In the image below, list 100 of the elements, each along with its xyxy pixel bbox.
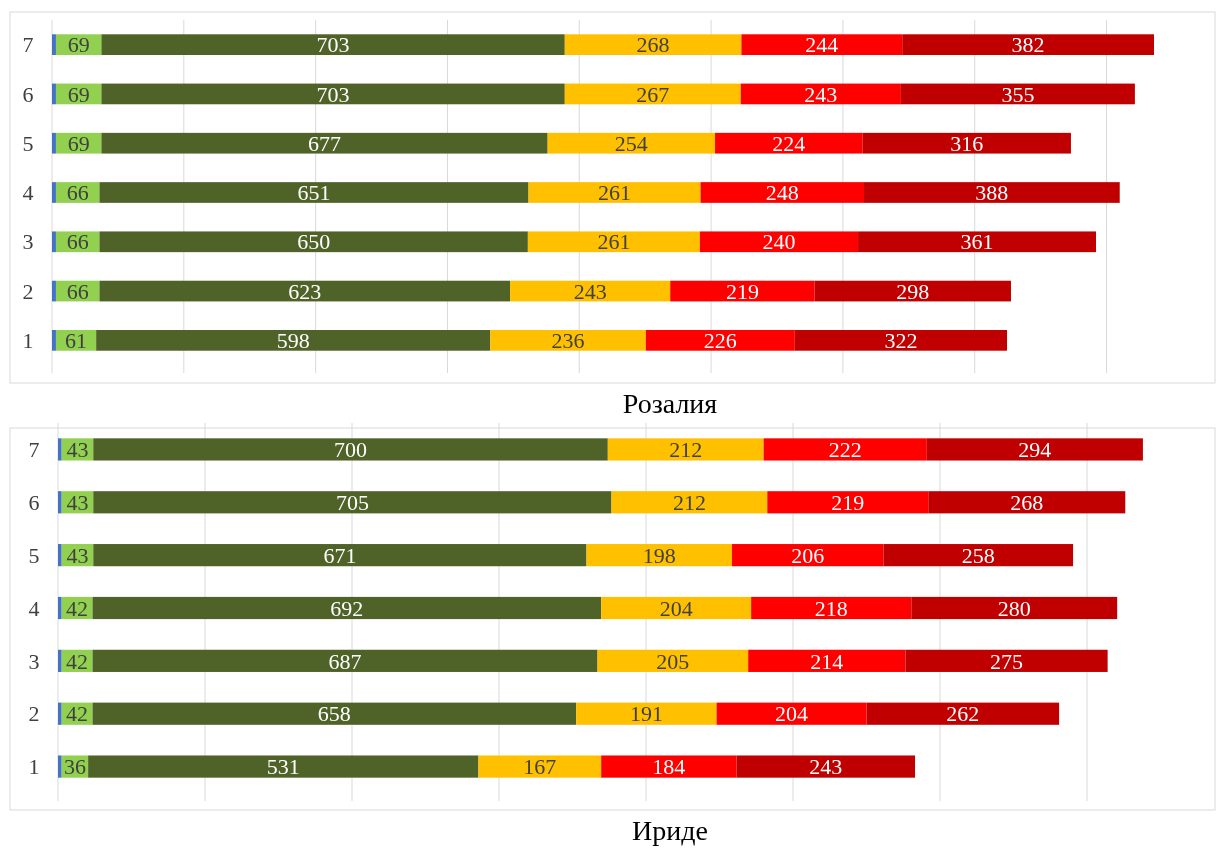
data-label: 243 xyxy=(804,81,838,107)
bar xyxy=(527,231,700,253)
data-label: 236 xyxy=(551,328,585,354)
data-label: 42 xyxy=(66,701,89,727)
bar xyxy=(564,34,742,55)
y-tick-label: 4 xyxy=(22,180,34,206)
bar xyxy=(58,491,62,514)
data-label: 69 xyxy=(67,130,90,156)
bar xyxy=(645,330,795,351)
data-label: 703 xyxy=(316,81,350,107)
data-label: 226 xyxy=(703,328,737,354)
data-label: 623 xyxy=(288,278,322,304)
data-label: 268 xyxy=(636,32,670,58)
data-label: 298 xyxy=(896,278,930,304)
data-label: 206 xyxy=(791,542,825,568)
y-tick-label: 2 xyxy=(28,701,40,727)
bar xyxy=(814,280,1011,302)
y-tick-label: 4 xyxy=(28,595,40,621)
data-label: 184 xyxy=(652,754,686,780)
bar xyxy=(52,83,56,105)
y-tick-label: 6 xyxy=(22,81,34,107)
data-label: 204 xyxy=(659,595,693,621)
bar xyxy=(58,596,62,620)
y-tick-label: 6 xyxy=(28,489,40,515)
data-label: 294 xyxy=(1018,437,1052,463)
bar xyxy=(700,182,864,203)
bar xyxy=(748,649,906,672)
data-label: 254 xyxy=(614,130,648,156)
data-label: 598 xyxy=(276,328,310,354)
data-label: 66 xyxy=(66,229,89,255)
data-label: 204 xyxy=(775,701,809,727)
data-label: 240 xyxy=(762,229,796,255)
bar xyxy=(607,438,764,461)
data-label: 267 xyxy=(636,81,670,107)
bar xyxy=(576,702,717,725)
bar xyxy=(564,83,741,105)
bar xyxy=(601,596,752,620)
bar xyxy=(601,755,737,778)
bar xyxy=(866,702,1060,725)
bar xyxy=(741,34,903,55)
y-tick-label: 7 xyxy=(28,437,40,463)
bar xyxy=(715,132,863,154)
data-label: 205 xyxy=(656,648,690,674)
data-label: 214 xyxy=(810,648,844,674)
data-label: 275 xyxy=(990,648,1024,674)
data-label: 191 xyxy=(629,701,663,727)
bar xyxy=(58,438,62,461)
data-label: 43 xyxy=(66,437,89,463)
bar xyxy=(99,182,529,203)
bar xyxy=(716,702,867,725)
data-label: 42 xyxy=(66,648,89,674)
bar xyxy=(670,280,815,302)
data-label: 66 xyxy=(66,278,89,304)
bar xyxy=(528,182,701,203)
data-label: 705 xyxy=(335,489,369,515)
bar xyxy=(490,330,646,351)
bar xyxy=(858,231,1096,253)
bar xyxy=(92,596,602,620)
bar xyxy=(93,491,612,514)
bar xyxy=(88,755,479,778)
data-label: 355 xyxy=(1001,81,1035,107)
bar xyxy=(732,544,884,567)
data-label: 700 xyxy=(334,437,368,463)
bar xyxy=(902,34,1154,55)
data-label: 69 xyxy=(67,81,90,107)
y-tick-label: 2 xyxy=(22,278,34,304)
data-label: 212 xyxy=(672,489,706,515)
data-label: 36 xyxy=(63,754,86,780)
data-label: 388 xyxy=(975,180,1009,206)
bar xyxy=(911,596,1118,620)
bar xyxy=(101,132,548,154)
bar xyxy=(93,544,587,567)
bar xyxy=(52,231,56,253)
bar xyxy=(547,132,716,154)
data-label: 66 xyxy=(66,180,89,206)
bar xyxy=(58,544,62,567)
bar xyxy=(928,491,1126,514)
data-label: 650 xyxy=(297,229,331,255)
data-label: 651 xyxy=(297,180,331,206)
data-label: 167 xyxy=(523,754,557,780)
y-tick-label: 1 xyxy=(28,754,40,780)
data-label: 42 xyxy=(66,595,89,621)
data-label: 687 xyxy=(328,648,362,674)
data-label: 322 xyxy=(884,328,918,354)
bar xyxy=(900,83,1135,105)
bar xyxy=(699,231,859,253)
bar xyxy=(58,702,62,725)
data-label: 677 xyxy=(308,130,342,156)
y-tick-label: 3 xyxy=(22,229,34,255)
bar xyxy=(99,280,511,302)
bar xyxy=(767,491,929,514)
bar xyxy=(736,755,916,778)
bar xyxy=(92,702,577,725)
bar xyxy=(586,544,733,567)
data-label: 258 xyxy=(961,542,995,568)
bar xyxy=(52,182,56,203)
bar xyxy=(862,132,1071,154)
bar xyxy=(52,330,56,351)
bar xyxy=(92,649,598,672)
bar xyxy=(794,330,1008,351)
